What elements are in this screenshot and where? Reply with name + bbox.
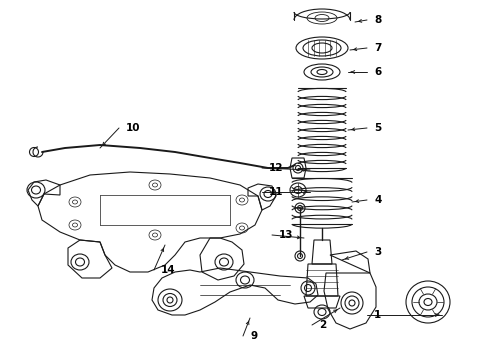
Text: 12: 12 bbox=[269, 163, 284, 173]
Text: 6: 6 bbox=[374, 67, 381, 77]
Text: 7: 7 bbox=[374, 43, 381, 53]
Text: 10: 10 bbox=[126, 123, 141, 133]
Text: 2: 2 bbox=[319, 320, 326, 330]
Text: 1: 1 bbox=[374, 310, 381, 320]
Text: 14: 14 bbox=[161, 265, 175, 275]
Text: 11: 11 bbox=[269, 187, 284, 197]
Text: 9: 9 bbox=[250, 331, 257, 341]
Text: 13: 13 bbox=[279, 230, 294, 240]
Text: 5: 5 bbox=[374, 123, 381, 133]
Text: 4: 4 bbox=[374, 195, 381, 205]
Text: 3: 3 bbox=[374, 247, 381, 257]
Text: 8: 8 bbox=[374, 15, 381, 25]
